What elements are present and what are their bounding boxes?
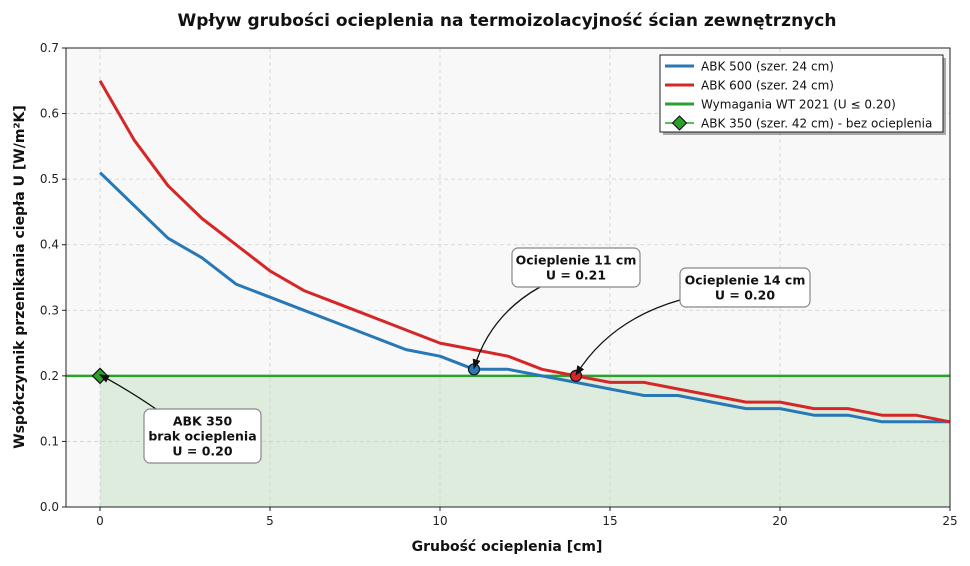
legend-box <box>659 54 944 133</box>
annotation-text: U = 0.20 <box>715 288 775 303</box>
series-line-abk500 <box>98 171 950 424</box>
annotation-1: Ocieplenie 11 cmU = 0.21 <box>472 247 641 370</box>
legend-label: Wymagania WT 2021 (U ≤ 0.20) <box>701 98 896 112</box>
annotation-text: Ocieplenie 14 cm <box>685 273 806 288</box>
y-tick-label: 0.4 <box>40 238 59 252</box>
legend: ABK 500 (szer. 24 cm) ABK 600 (szer. 24 c… <box>659 54 946 135</box>
x-tick-label: 20 <box>772 514 787 528</box>
series-line-abk600 <box>98 80 951 424</box>
y-tick-label: 0.6 <box>40 107 59 121</box>
annotation-arrow <box>575 299 681 376</box>
annotation-text: U = 0.20 <box>172 444 232 459</box>
legend-label: ABK 350 (szer. 42 cm) - bez ocieplenia <box>701 117 932 131</box>
annotation-text: brak ocieplenia <box>148 429 256 444</box>
annotation-box <box>679 267 811 308</box>
chart-title: Wpływ grubości ocieplenia na termoizolac… <box>178 11 837 31</box>
annotations: Ocieplenie 11 cmU = 0.21 Ocieplenie 14 cm… <box>99 247 811 464</box>
point-abk600-14cm <box>569 369 583 382</box>
y-tick-label: 0.1 <box>40 434 59 448</box>
point-abk500-11cm <box>467 363 481 376</box>
x-tick-label: 25 <box>942 514 957 528</box>
y-tick-label: 0.3 <box>40 303 59 317</box>
x-tick-label: 10 <box>432 514 447 528</box>
annotation-box <box>143 408 262 464</box>
annotation-box <box>511 247 641 288</box>
annotation-arrow <box>99 374 157 410</box>
annotation-text: Ocieplenie 11 cm <box>516 253 637 268</box>
y-tick-label: 0.7 <box>40 41 59 55</box>
legend-swatch-abk350-marker <box>671 115 688 131</box>
annotation-arrow <box>472 286 541 370</box>
legend-label: ABK 600 (szer. 24 cm) <box>701 79 834 93</box>
plot-frame <box>65 47 951 508</box>
y-tick-label: 0.5 <box>40 172 59 186</box>
y-tick-label: 0.2 <box>40 369 59 383</box>
y-tick-label: 0.0 <box>40 500 59 514</box>
legend-label: ABK 500 (szer. 24 cm) <box>701 60 834 74</box>
y-axis-label: Współczynnik przenikania ciepła U [W/m²K… <box>12 105 28 449</box>
annotation-2: Ocieplenie 14 cmU = 0.20 <box>575 267 811 376</box>
x-tick-label: 5 <box>266 514 274 528</box>
annotation-text: ABK 350 <box>173 414 233 429</box>
x-tick-label: 0 <box>96 514 104 528</box>
annotation-text: U = 0.21 <box>546 268 606 283</box>
x-axis-label: Grubość ocieplenia [cm] <box>412 539 603 555</box>
x-tick-label: 15 <box>602 514 617 528</box>
